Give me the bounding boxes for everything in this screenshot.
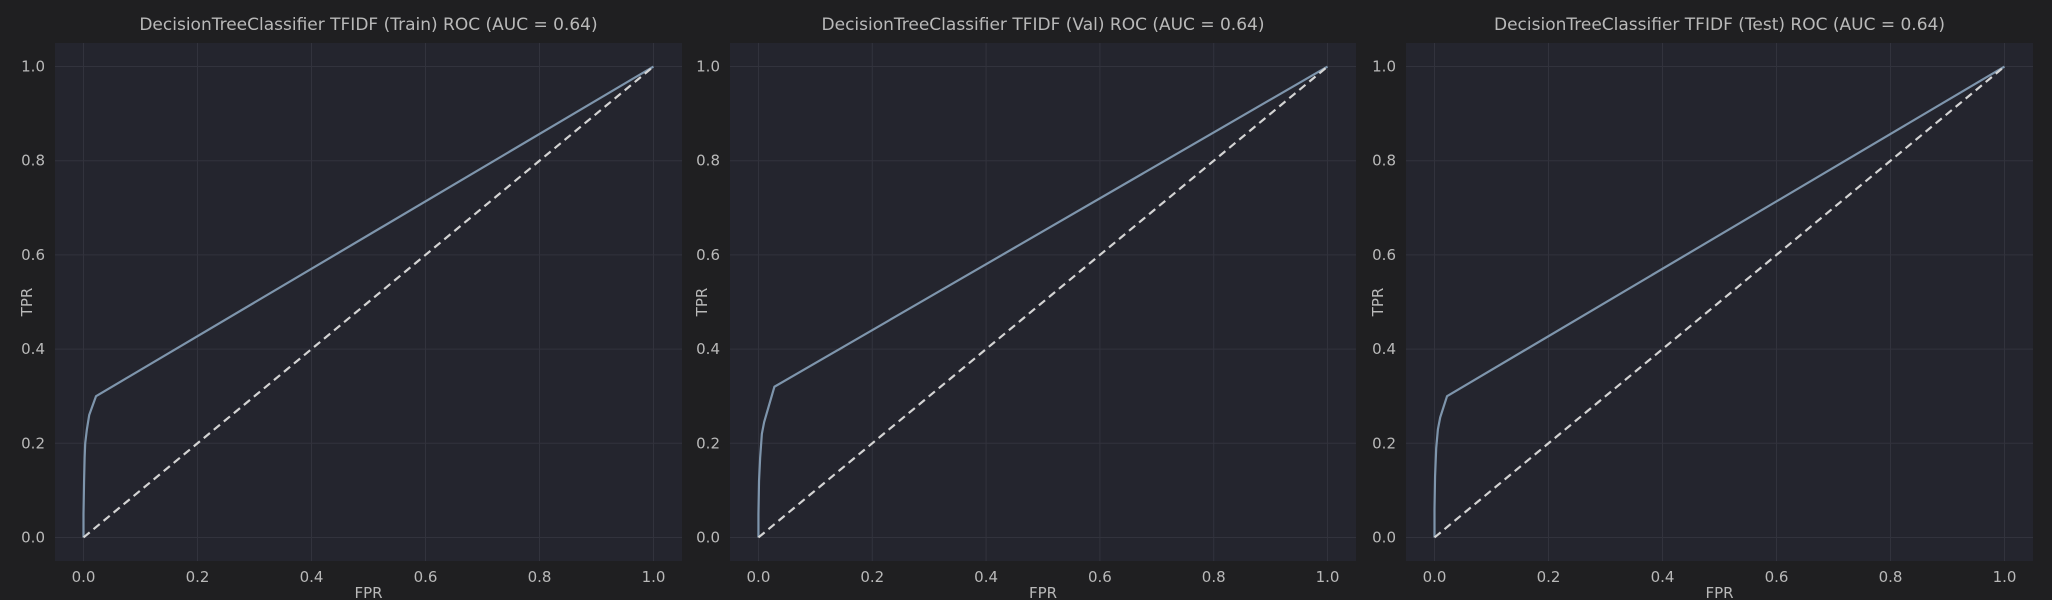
y-tick-label: 1.0 — [696, 58, 720, 76]
x-tick-label: 1.0 — [1993, 568, 2017, 586]
y-tick-label: 0.2 — [21, 434, 45, 452]
x-tick-label: 0.2 — [1537, 568, 1561, 586]
y-tick-label: 0.0 — [21, 528, 45, 546]
y-axis-label: TPR — [693, 288, 711, 318]
roc-curve-line — [82, 65, 655, 538]
x-axis-label: FPR — [354, 584, 382, 600]
roc-chart-1: 0.0 0.2 0.4 0.6 0.8 1.0 0.0 0.2 0.4 0.6 0.8 1.0 Deci… — [18, 15, 682, 600]
roc-curve-line — [1433, 65, 2006, 538]
chance-diagonal-line — [1433, 65, 2006, 539]
chart-title: DecisionTreeClassifier TFIDF (Test) ROC … — [1494, 15, 1945, 35]
y-tick-label: 0.0 — [696, 528, 720, 546]
x-tick-label: 0.8 — [528, 568, 552, 586]
y-axis-label: TPR — [1369, 288, 1387, 318]
x-tick-label: 0.4 — [1651, 568, 1675, 586]
x-tick-label: 0.6 — [414, 568, 438, 586]
chance-diagonal-line — [757, 65, 1329, 539]
y-tick-label: 0.8 — [21, 152, 45, 170]
x-tick-label: 0.4 — [974, 568, 998, 586]
x-tick-label: 1.0 — [642, 568, 666, 586]
y-tick-label: 1.0 — [1372, 58, 1396, 76]
x-tick-label: 0.2 — [186, 568, 210, 586]
chart-title: DecisionTreeClassifier TFIDF (Val) ROC (… — [822, 15, 1265, 35]
x-tick-label: 0.0 — [72, 568, 96, 586]
y-tick-label: 0.2 — [696, 434, 720, 452]
x-tick-label: 0.8 — [1879, 568, 1903, 586]
x-tick-label: 0.8 — [1202, 568, 1226, 586]
x-tick-label: 0.6 — [1765, 568, 1789, 586]
x-axis-label: FPR — [1029, 584, 1057, 600]
x-tick-label: 1.0 — [1316, 568, 1340, 586]
y-tick-label: 0.6 — [1372, 246, 1396, 264]
y-axis-label: TPR — [18, 288, 36, 318]
x-tick-label: 0.0 — [747, 568, 771, 586]
x-tick-label: 0.2 — [860, 568, 884, 586]
roc-curve-line — [757, 65, 1329, 538]
y-tick-label: 0.6 — [21, 246, 45, 264]
x-axis-label: FPR — [1705, 584, 1733, 600]
y-tick-label: 0.4 — [696, 340, 720, 358]
y-tick-label: 0.0 — [1372, 528, 1396, 546]
x-tick-label: 0.6 — [1088, 568, 1112, 586]
x-tick-label: 0.0 — [1423, 568, 1447, 586]
chart-title: DecisionTreeClassifier TFIDF (Train) ROC… — [139, 15, 597, 35]
y-tick-label: 0.8 — [1372, 152, 1396, 170]
y-tick-label: 0.4 — [1372, 340, 1396, 358]
y-tick-label: 0.6 — [696, 246, 720, 264]
y-tick-label: 0.4 — [21, 340, 45, 358]
y-tick-label: 0.8 — [696, 152, 720, 170]
x-tick-label: 0.4 — [300, 568, 324, 586]
roc-chart-3: 0.0 0.2 0.4 0.6 0.8 1.0 0.0 0.2 0.4 0.6 0.8 1.0 Deci… — [1369, 15, 2033, 600]
chance-diagonal-line — [82, 65, 655, 539]
roc-chart-2: 0.0 0.2 0.4 0.6 0.8 1.0 0.0 0.2 0.4 0.6 0.8 1.0 Deci… — [693, 15, 1356, 600]
y-tick-label: 1.0 — [21, 58, 45, 76]
y-tick-label: 0.2 — [1372, 434, 1396, 452]
